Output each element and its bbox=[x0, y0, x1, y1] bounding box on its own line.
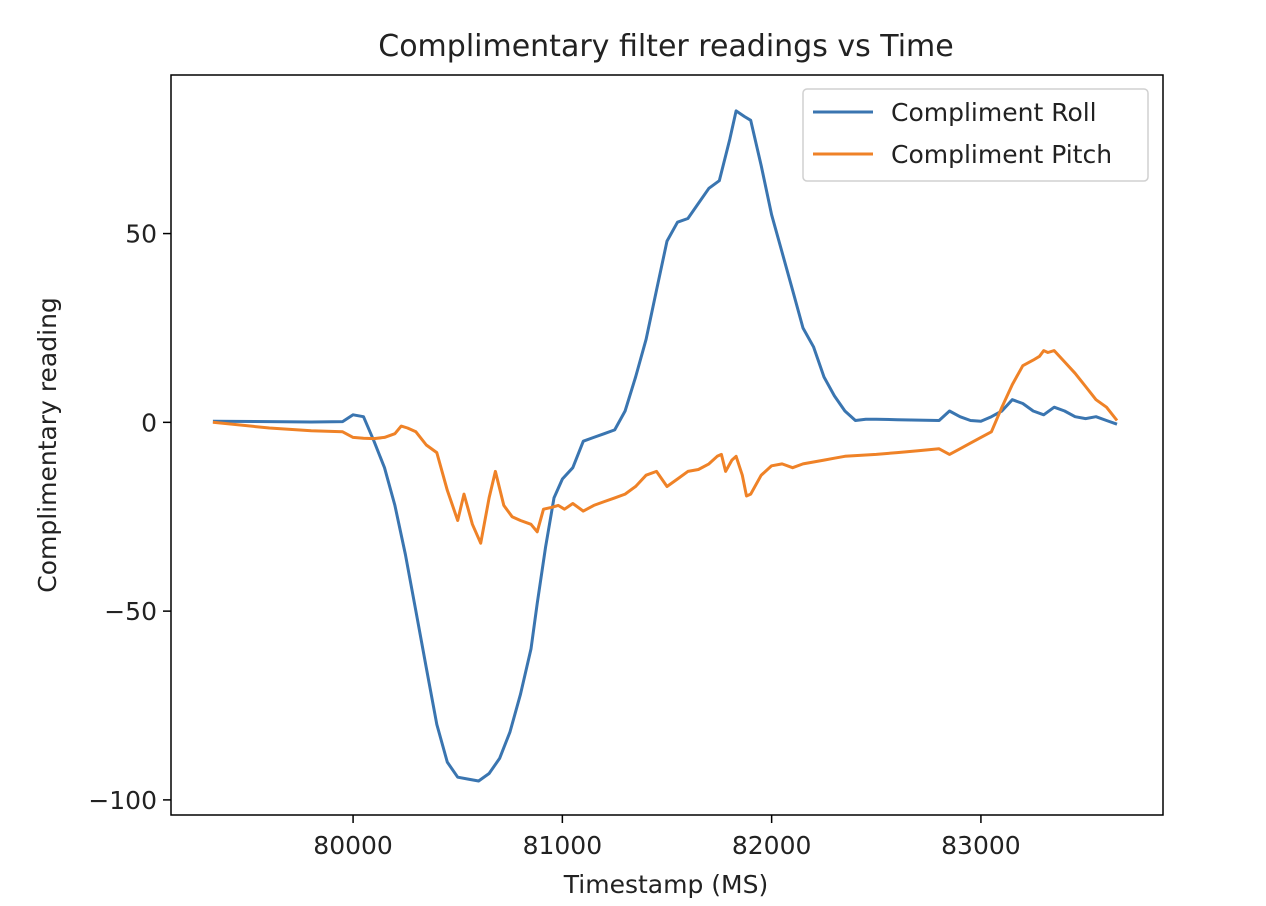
y-tick-label: 50 bbox=[125, 220, 157, 249]
x-tick-label: 80000 bbox=[313, 831, 393, 860]
x-tick-label: 83000 bbox=[941, 831, 1021, 860]
legend-label-pitch: Compliment Pitch bbox=[891, 140, 1112, 169]
x-axis-label: Timestamp (MS) bbox=[563, 870, 768, 899]
y-tick-label: −100 bbox=[88, 786, 157, 815]
x-tick-label: 81000 bbox=[523, 831, 603, 860]
x-axis-ticks: 80000 81000 82000 83000 bbox=[313, 815, 1021, 860]
legend-box bbox=[802, 88, 1149, 182]
series-line-compliment-pitch bbox=[212, 349, 1119, 545]
y-axis-ticks: 50 0 −50 −100 bbox=[88, 220, 171, 815]
series-line-compliment-roll bbox=[212, 109, 1118, 783]
y-tick-label: 0 bbox=[141, 408, 157, 437]
plot-lines bbox=[212, 109, 1119, 783]
chart-title: Complimentary filter readings vs Time bbox=[378, 29, 953, 64]
x-tick-label: 82000 bbox=[732, 831, 812, 860]
plot-frame bbox=[170, 74, 1164, 816]
legend-label-roll: Compliment Roll bbox=[891, 98, 1097, 127]
y-axis-label: Complimentary reading bbox=[33, 297, 62, 593]
legend: Compliment Roll Compliment Pitch bbox=[802, 88, 1149, 182]
y-tick-label: −50 bbox=[104, 597, 157, 626]
